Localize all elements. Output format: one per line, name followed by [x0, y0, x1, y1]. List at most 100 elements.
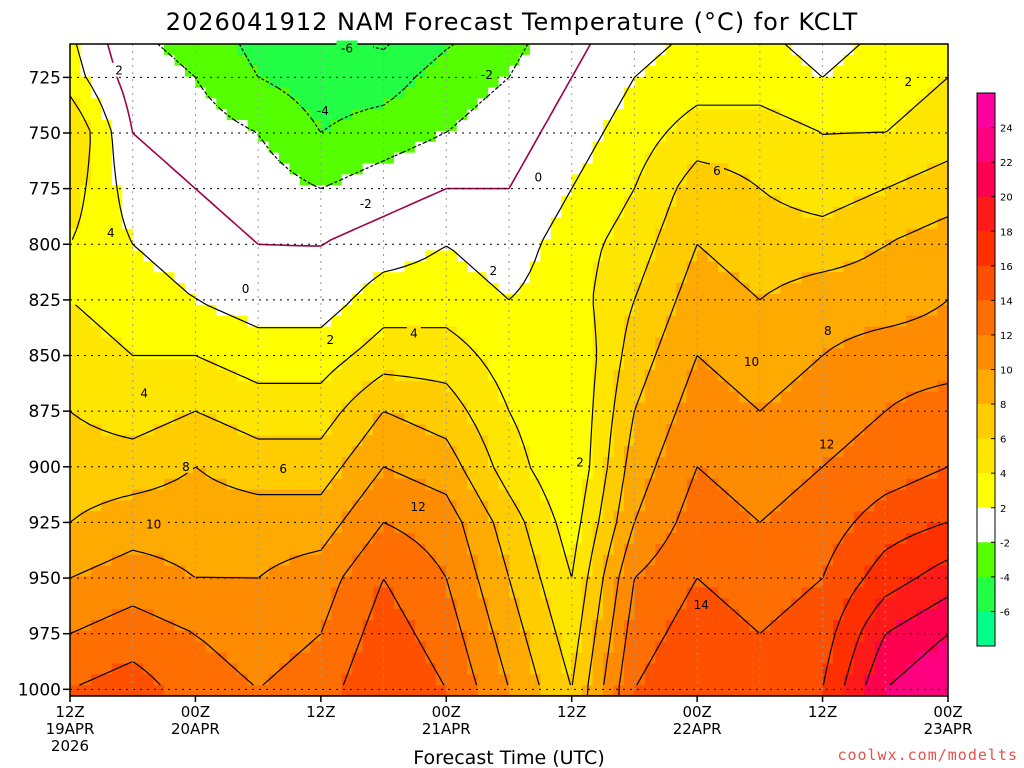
heat-cell: [885, 272, 897, 284]
heat-cell: [927, 435, 939, 447]
heat-cell: [143, 359, 155, 371]
heat-cell: [686, 326, 698, 338]
heat-cell: [561, 250, 573, 262]
heat-cell: [885, 522, 897, 534]
heat-cell: [216, 130, 228, 143]
heat-cell: [906, 391, 918, 404]
heat-cell: [697, 109, 709, 121]
heat-cell: [414, 120, 426, 132]
heat-cell: [634, 141, 646, 154]
heat-cell: [320, 413, 332, 425]
heat-cell: [885, 152, 897, 165]
heat-cell: [435, 359, 447, 371]
heat-cell: [707, 522, 719, 534]
heat-cell: [373, 120, 385, 132]
heat-cell: [540, 641, 552, 654]
heat-cell: [770, 315, 782, 328]
heat-cell: [446, 109, 458, 121]
heat-cell: [906, 478, 918, 491]
heat-cell: [561, 65, 573, 78]
heat-cell: [111, 87, 123, 99]
heat-cell: [205, 456, 217, 469]
heat-cell: [362, 565, 374, 578]
heat-cell: [519, 500, 531, 512]
heat-cell: [320, 391, 332, 404]
heat-cell: [195, 337, 207, 349]
heat-cell: [226, 641, 238, 654]
heat-cell: [561, 109, 573, 121]
heat-cell: [299, 435, 311, 447]
heat-cell: [791, 478, 803, 491]
heat-cell: [122, 337, 134, 349]
heat-cell: [634, 65, 646, 78]
heat-cell: [561, 478, 573, 491]
heat-cell: [540, 554, 552, 567]
heat-cell: [70, 402, 82, 415]
heat-cell: [937, 174, 948, 186]
heat-cell: [467, 424, 479, 436]
heat-cell: [540, 489, 552, 501]
heat-cell: [446, 65, 458, 78]
heat-cell: [749, 587, 761, 599]
heat-cell: [320, 130, 332, 143]
heat-cell: [916, 185, 928, 197]
heat-cell: [519, 272, 531, 284]
heat-cell: [592, 54, 604, 67]
heat-cell: [320, 76, 332, 89]
heat-cell: [164, 652, 176, 664]
heat-cell: [247, 54, 259, 67]
heat-cell: [111, 685, 123, 696]
heat-cell: [780, 228, 792, 241]
heat-cell: [718, 65, 730, 78]
heat-cell: [279, 250, 291, 262]
heat-cell: [341, 217, 353, 230]
heat-cell: [268, 533, 280, 545]
heat-cell: [153, 207, 165, 219]
heat-cell: [843, 478, 855, 491]
heat-cell: [540, 674, 552, 686]
heat-cell: [174, 565, 186, 578]
heat-cell: [759, 87, 771, 99]
heat-cell: [833, 370, 845, 382]
heat-cell: [383, 207, 395, 219]
heat-cell: [216, 98, 228, 110]
heat-cell: [613, 185, 625, 197]
heat-cell: [519, 207, 531, 219]
heat-cell: [927, 98, 939, 110]
heat-cell: [906, 141, 918, 154]
heat-cell: [80, 283, 92, 295]
heat-cell: [885, 228, 897, 241]
heat-cell: [205, 587, 217, 599]
heat-cell: [864, 272, 876, 284]
heat-cell: [874, 641, 886, 654]
heat-cell: [456, 522, 468, 534]
heat-cell: [550, 250, 562, 262]
heat-cell: [383, 141, 395, 154]
heat-cell: [916, 250, 928, 262]
heat-cell: [80, 446, 92, 458]
heat-cell: [812, 663, 824, 675]
heat-cell: [864, 207, 876, 219]
heat-cell: [853, 326, 865, 338]
heat-cell: [153, 663, 165, 675]
heat-cell: [153, 163, 165, 175]
heat-cell: [822, 598, 834, 610]
heat-cell: [205, 489, 217, 501]
heat-cell: [853, 413, 865, 425]
heat-cell: [498, 315, 510, 328]
heat-cell: [707, 511, 719, 523]
heat-cell: [320, 348, 332, 360]
heat-cell: [237, 652, 249, 664]
heat-cell: [874, 370, 886, 382]
heat-cell: [853, 54, 865, 67]
heat-cell: [70, 565, 82, 578]
heat-cell: [352, 337, 364, 349]
heat-cell: [927, 130, 939, 143]
heat-cell: [362, 261, 374, 273]
heat-cell: [853, 304, 865, 317]
heat-cell: [749, 380, 761, 393]
heat-cell: [749, 337, 761, 349]
heat-cell: [414, 283, 426, 295]
heat-cell: [550, 554, 562, 567]
heat-cell: [738, 109, 750, 121]
